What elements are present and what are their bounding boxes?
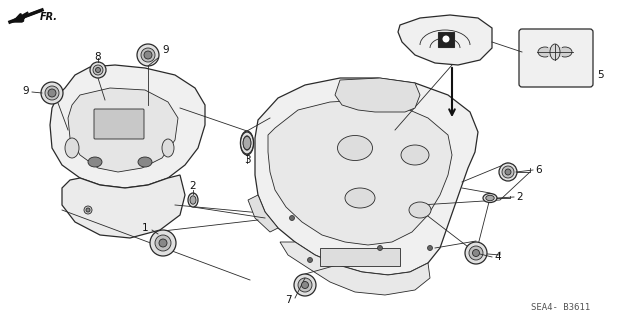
Ellipse shape	[188, 193, 198, 207]
Ellipse shape	[138, 157, 152, 167]
Circle shape	[95, 68, 100, 72]
Circle shape	[144, 51, 152, 59]
Circle shape	[307, 257, 312, 263]
Ellipse shape	[345, 188, 375, 208]
Polygon shape	[268, 100, 452, 245]
Circle shape	[150, 230, 176, 256]
Circle shape	[137, 44, 159, 66]
Polygon shape	[68, 88, 178, 172]
Polygon shape	[10, 12, 28, 22]
Ellipse shape	[483, 194, 497, 203]
Ellipse shape	[558, 47, 572, 57]
Circle shape	[155, 235, 171, 251]
Text: 1: 1	[141, 223, 148, 233]
Text: 9: 9	[22, 86, 29, 96]
Circle shape	[289, 216, 294, 220]
Ellipse shape	[241, 131, 253, 155]
Ellipse shape	[538, 47, 552, 57]
Polygon shape	[280, 242, 430, 295]
Circle shape	[159, 239, 167, 247]
Ellipse shape	[65, 138, 79, 158]
Ellipse shape	[486, 195, 494, 201]
Circle shape	[499, 163, 517, 181]
Ellipse shape	[243, 136, 251, 150]
Ellipse shape	[550, 44, 560, 60]
Bar	[548, 47, 562, 57]
Ellipse shape	[401, 145, 429, 165]
Ellipse shape	[337, 136, 372, 160]
Circle shape	[505, 169, 511, 175]
FancyBboxPatch shape	[519, 29, 593, 87]
Circle shape	[301, 281, 308, 288]
Polygon shape	[50, 65, 205, 188]
FancyBboxPatch shape	[94, 109, 144, 139]
Circle shape	[298, 278, 312, 292]
Circle shape	[472, 249, 479, 256]
Ellipse shape	[241, 132, 253, 154]
Polygon shape	[248, 195, 278, 232]
Polygon shape	[255, 78, 478, 275]
Text: 2: 2	[516, 192, 523, 202]
Text: 4: 4	[494, 252, 500, 262]
Ellipse shape	[88, 157, 102, 167]
Circle shape	[442, 35, 449, 42]
Circle shape	[141, 48, 155, 62]
Circle shape	[465, 242, 487, 264]
Ellipse shape	[190, 196, 196, 204]
Text: 9: 9	[162, 45, 168, 55]
Circle shape	[41, 82, 63, 104]
Ellipse shape	[243, 137, 251, 150]
Circle shape	[294, 274, 316, 296]
Circle shape	[45, 86, 59, 100]
Polygon shape	[335, 78, 420, 112]
Ellipse shape	[162, 139, 174, 157]
Text: 5: 5	[596, 70, 604, 80]
Circle shape	[84, 206, 92, 214]
Text: FR.: FR.	[40, 12, 58, 22]
Circle shape	[90, 62, 106, 78]
Circle shape	[48, 89, 56, 97]
Bar	[320, 248, 400, 266]
Circle shape	[469, 246, 483, 260]
Bar	[438, 32, 454, 47]
Circle shape	[502, 166, 514, 178]
Circle shape	[93, 65, 103, 75]
Circle shape	[378, 246, 383, 250]
Text: 6: 6	[535, 165, 541, 175]
Polygon shape	[62, 175, 185, 238]
Circle shape	[428, 246, 433, 250]
Text: SEA4- B3611: SEA4- B3611	[531, 303, 590, 313]
Text: 3: 3	[244, 155, 250, 165]
Polygon shape	[398, 15, 492, 65]
Text: 2: 2	[189, 181, 196, 191]
Text: 7: 7	[285, 295, 292, 305]
Circle shape	[86, 208, 90, 212]
Ellipse shape	[409, 202, 431, 218]
Text: 8: 8	[95, 52, 101, 62]
